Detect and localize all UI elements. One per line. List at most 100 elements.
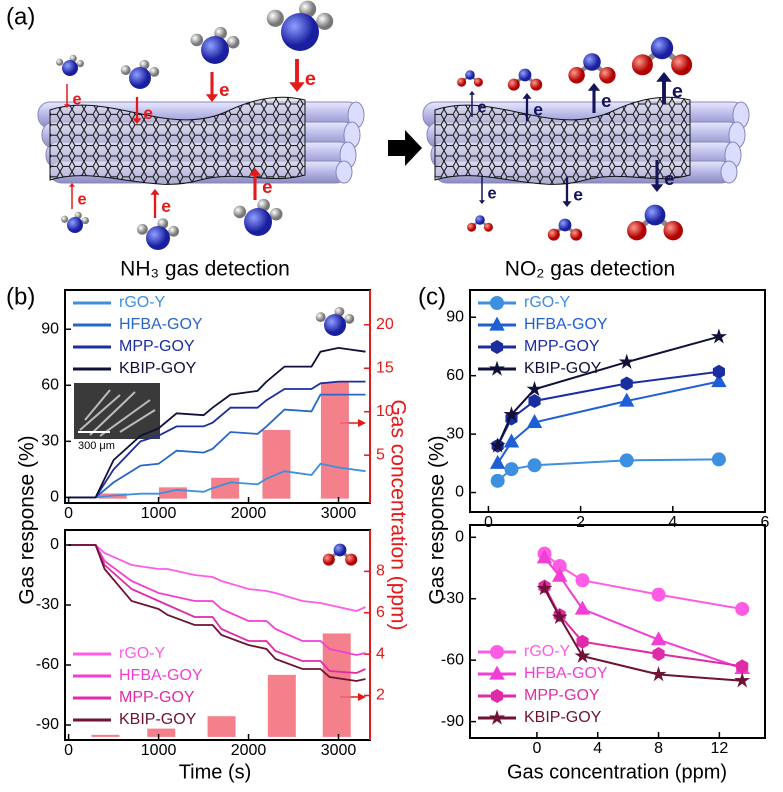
- legend-label: HFBA-GOY: [524, 316, 608, 333]
- atom-o: [457, 77, 467, 87]
- electron-arrow-head: [650, 184, 664, 192]
- electron-label: e: [161, 196, 171, 216]
- panel-label: (b): [6, 283, 35, 310]
- data-marker: [575, 573, 590, 588]
- y2-tick-label: 10: [376, 403, 394, 420]
- y-tick-label: -90: [36, 716, 59, 733]
- data-marker: [651, 587, 666, 602]
- atom-o: [322, 553, 335, 566]
- atom-o: [631, 54, 653, 76]
- legend-marker: [490, 296, 504, 310]
- data-marker: [710, 328, 727, 344]
- y-tick-label: 30: [41, 433, 59, 450]
- y-axis-label: Gas response (%): [426, 435, 449, 604]
- electron-label: e: [601, 90, 611, 111]
- electron-arrow-head: [289, 82, 305, 92]
- concentration-bar: [267, 674, 296, 737]
- legend-marker: [490, 689, 504, 703]
- atom-o: [345, 553, 358, 566]
- atom-n: [67, 217, 83, 233]
- data-marker: [503, 433, 520, 448]
- electron-label: e: [78, 190, 87, 208]
- atom-h: [344, 313, 355, 324]
- graphene-wrap: [50, 97, 305, 185]
- x-tick-label: 2000: [231, 742, 267, 759]
- x-tick-label: 4: [593, 740, 602, 757]
- electron-arrow-head: [205, 94, 219, 102]
- electron-label: e: [488, 184, 497, 202]
- electron-arrow-head: [132, 118, 142, 124]
- legend-marker: [490, 340, 504, 354]
- y2-axis-label: Gas concentration (ppm): [386, 399, 409, 630]
- data-marker: [711, 452, 726, 467]
- x-tick-label: 2000: [231, 505, 267, 522]
- series-line: [68, 544, 366, 656]
- atom-n: [146, 226, 170, 250]
- x-tick-label: 3000: [321, 742, 357, 759]
- x-tick-label: 12: [710, 740, 728, 757]
- atom-h: [168, 225, 180, 237]
- atom-n: [324, 314, 346, 336]
- electron-label: e: [533, 100, 543, 120]
- legend-label: rGO-Y: [524, 643, 571, 660]
- electron-label: e: [262, 176, 272, 197]
- atom-o: [483, 222, 493, 232]
- concentration-bar: [262, 429, 291, 499]
- nanotube: [37, 96, 365, 185]
- concentration-bar: [320, 382, 349, 499]
- legend-label: KBIP-GOY: [119, 711, 197, 728]
- x-tick-label: 0: [532, 740, 541, 757]
- atom-h: [137, 223, 148, 235]
- data-marker: [552, 558, 567, 573]
- plot-frame: [469, 289, 766, 513]
- atom-n: [644, 204, 666, 226]
- electron-arrow-head: [150, 189, 160, 195]
- atom-n: [244, 208, 272, 236]
- data-marker: [489, 437, 506, 453]
- y-tick-label: 30: [446, 425, 464, 442]
- y2-tick-label: 5: [376, 446, 385, 463]
- atom-n: [583, 53, 601, 71]
- y-tick-label: -30: [36, 596, 59, 613]
- data-marker: [574, 647, 591, 663]
- electron-label: e: [672, 80, 683, 102]
- panel-label: (a): [6, 3, 35, 30]
- tube-end: [335, 160, 353, 184]
- process-arrow: [388, 130, 422, 166]
- legend-marker: [490, 645, 504, 659]
- atom-h: [226, 35, 240, 49]
- series-line: [496, 370, 720, 447]
- electron-label: e: [143, 103, 153, 123]
- atom-h: [315, 312, 326, 323]
- series-line: [68, 544, 366, 674]
- legend-label: HFBA-GOY: [119, 667, 203, 684]
- data-marker: [552, 567, 568, 582]
- y-axis-label: Gas response (%): [16, 435, 39, 604]
- data-marker: [536, 580, 553, 596]
- legend-marker: [489, 316, 505, 331]
- x-tick-label: 1000: [141, 742, 177, 759]
- atom-o: [547, 228, 560, 241]
- x-tick-label: 6: [761, 514, 770, 531]
- atom-h: [56, 58, 64, 66]
- data-marker: [536, 549, 553, 564]
- x-tick-label: 0: [484, 514, 493, 531]
- y-tick-label: 60: [41, 377, 59, 394]
- plot-frame: [469, 524, 766, 739]
- data-marker: [618, 353, 635, 369]
- atom-o: [467, 222, 477, 232]
- atom-h: [120, 65, 131, 76]
- electron-label: e: [305, 68, 316, 90]
- atom-h: [316, 12, 334, 30]
- atom-n: [129, 67, 151, 89]
- inset-scale: 300 μm: [78, 440, 115, 452]
- electron-arrow-head: [562, 201, 572, 207]
- y-tick-label: 0: [50, 489, 59, 506]
- atom-h: [61, 215, 69, 223]
- electron-arrow-head: [64, 104, 70, 108]
- y2-tick-label: 6: [376, 604, 385, 621]
- atom-o: [627, 220, 647, 241]
- concentration-bar: [147, 728, 176, 737]
- series-line: [68, 346, 366, 499]
- data-marker: [576, 634, 589, 649]
